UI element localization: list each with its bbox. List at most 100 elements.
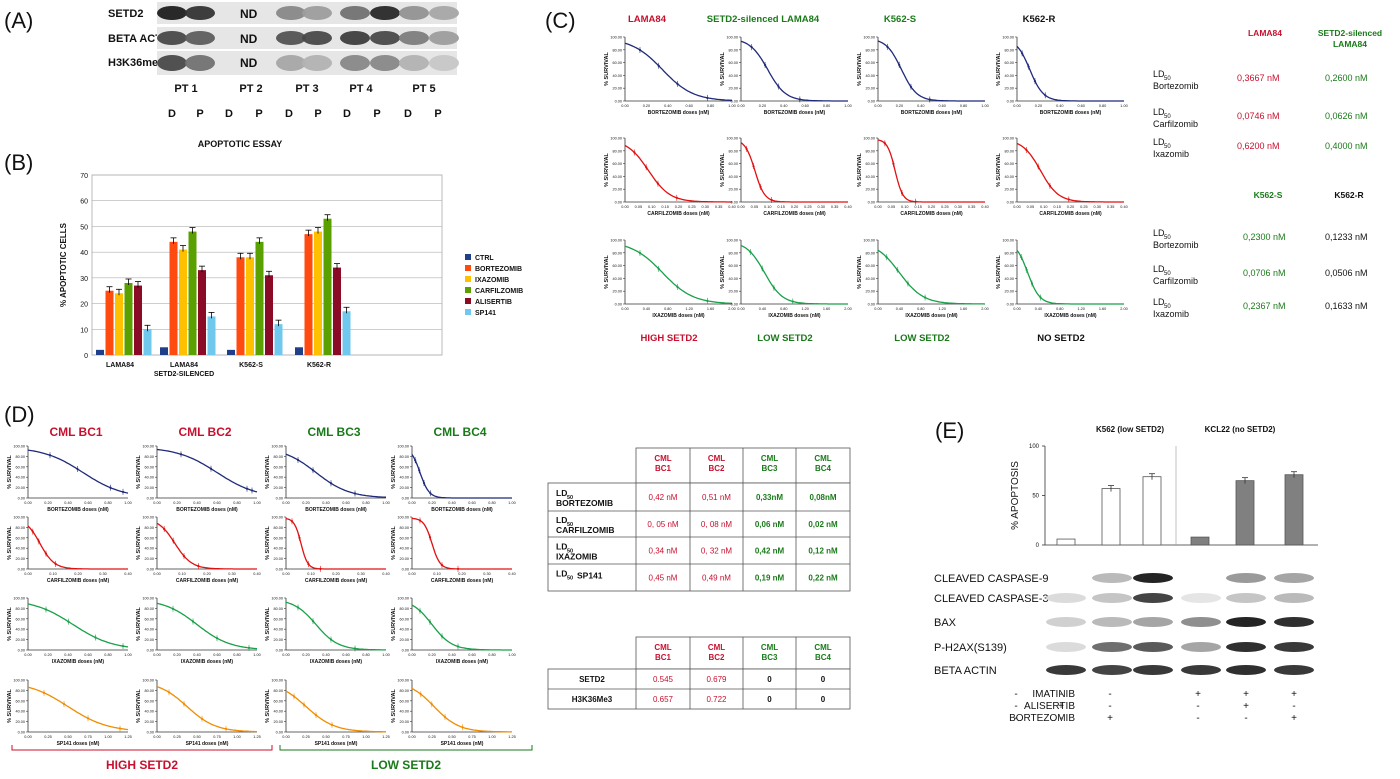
x-axis-label: CARFILZOMIB doses (nM) (305, 578, 368, 584)
table-value: 0,51 nM (702, 493, 731, 502)
blot-band (340, 31, 370, 45)
row-label: H3K36Me3 (572, 695, 613, 704)
x-tick-label: 0.60 (468, 653, 475, 657)
blot-band (1274, 665, 1314, 675)
y-tick-label: 40.00 (144, 710, 154, 714)
y-tick-label: 0.00 (402, 497, 409, 501)
ld-subscript: 50 (1164, 114, 1171, 120)
bar (342, 311, 351, 355)
blot-band (1181, 665, 1221, 675)
y-tick-label: 100.00 (13, 516, 25, 520)
treatment-sign: + (1195, 689, 1201, 700)
ld-subscript: 50 (1164, 271, 1171, 277)
x-axis-label: SP141 doses (nM) (186, 741, 229, 747)
table-head: BC2 (708, 464, 725, 473)
y-axis-label: % SURVIVAL (857, 52, 863, 86)
bar (115, 293, 123, 355)
blot-row-label: H3K36me3 (108, 57, 164, 69)
lane-label: D (285, 108, 293, 120)
x-tick-label: 0.40 (448, 653, 455, 657)
treatment-sign: - (1014, 701, 1017, 712)
blot-row-label: P-H2AX(S139) (934, 642, 1007, 654)
blot-band (276, 55, 306, 71)
x-tick-label: 0.00 (408, 501, 415, 505)
blot-row-label: BETA ACTIN (108, 33, 173, 45)
x-tick-label: 0.00 (737, 307, 744, 311)
dose-curve (285, 690, 386, 733)
x-tick-label: 0.00 (24, 735, 31, 739)
x-tick-label: 0.00 (282, 653, 289, 657)
bar (1190, 536, 1210, 546)
blot-band (1181, 593, 1221, 603)
y-tick-label: 80.00 (865, 251, 875, 255)
x-tick-label: 1.00 (253, 501, 260, 505)
x-tick-label: 0.30 (818, 205, 825, 209)
x-tick-label: 1.20 (802, 307, 809, 311)
x-tick-label: 0.60 (802, 104, 809, 108)
x-tick-label: 0.80 (488, 653, 495, 657)
y-tick-label: 40.00 (865, 74, 875, 78)
y-tick-label: 20.00 (273, 720, 283, 724)
x-tick-label: 0.00 (1013, 307, 1020, 311)
blot-band (1046, 617, 1086, 627)
x-tick-label: 0.40 (664, 104, 671, 108)
y-tick-label: 0.00 (147, 731, 154, 735)
ld50-value: 0,3667 nM (1237, 73, 1280, 83)
blot-band (1274, 642, 1314, 652)
y-axis-label: % SURVIVAL (391, 455, 397, 489)
ld50-value: 0,0746 nM (1237, 111, 1280, 121)
y-tick-label: 40.00 (728, 175, 738, 179)
ld50-value: 0,2300 nM (1243, 232, 1286, 242)
treatment-sign: - (1108, 701, 1111, 712)
x-tick-label: 0.40 (322, 653, 329, 657)
x-tick-label: 0.80 (1056, 307, 1063, 311)
dose-curve (624, 144, 732, 203)
y-tick-label: 100.00 (863, 137, 875, 141)
y-tick-label: 100.00 (610, 36, 622, 40)
dose-curve (156, 522, 257, 570)
column-title: CML BC4 (433, 425, 486, 439)
y-tick-label: 20.00 (15, 638, 25, 642)
y-tick-label: 100.00 (397, 516, 409, 520)
table-value: 0,12 nM (808, 547, 838, 556)
legend-swatch (465, 254, 471, 260)
x-tick-label: 0.00 (282, 735, 289, 739)
patient-label: PT 3 (295, 83, 318, 95)
x-tick-label: 0.00 (621, 307, 628, 311)
y-tick-label: 80.00 (15, 455, 25, 459)
y-tick-label: 0.00 (615, 100, 622, 104)
column-title: K562-S (884, 14, 916, 25)
blot-band (429, 31, 459, 45)
x-tick-label: 0.80 (488, 501, 495, 505)
blot-band (1092, 593, 1132, 603)
y-tick-label: 80.00 (399, 607, 409, 611)
x-tick-label: 1.25 (508, 735, 515, 739)
blot-band (302, 31, 332, 45)
y-tick-label: 0.00 (615, 201, 622, 205)
x-tick-label: 0.00 (737, 104, 744, 108)
y-tick-label: 60.00 (399, 617, 409, 621)
y-tick-label: 0 (1036, 543, 1040, 549)
x-axis-label: BORTEZOMIB doses (nM) (1040, 110, 1102, 116)
ld-subscript: 50 (1164, 76, 1171, 82)
table-head: CML (708, 454, 725, 463)
bar (143, 329, 152, 355)
ld-subscript: 50 (1164, 235, 1171, 241)
y-axis-label: % APOPTOSIS (1010, 461, 1021, 530)
y-tick-label: 100.00 (271, 516, 283, 520)
blot-band (1226, 573, 1266, 583)
x-tick-label: 0.00 (24, 572, 31, 576)
x-tick-label: 0.40 (64, 653, 71, 657)
blot-band (1092, 665, 1132, 675)
y-axis-label: % SURVIVAL (7, 607, 13, 641)
y-tick-label: 80.00 (144, 526, 154, 530)
panel-label-c: (C) (545, 8, 576, 33)
drug-label: CARFILZOMIB (556, 525, 615, 535)
y-tick-label: 70 (80, 173, 88, 180)
bar (295, 347, 303, 355)
y-tick-label: 20.00 (399, 638, 409, 642)
y-tick-label: 80.00 (612, 48, 622, 52)
dose-curve (285, 453, 386, 498)
y-tick-label: 60.00 (273, 536, 283, 540)
blot-row-label: BAX (934, 617, 957, 629)
